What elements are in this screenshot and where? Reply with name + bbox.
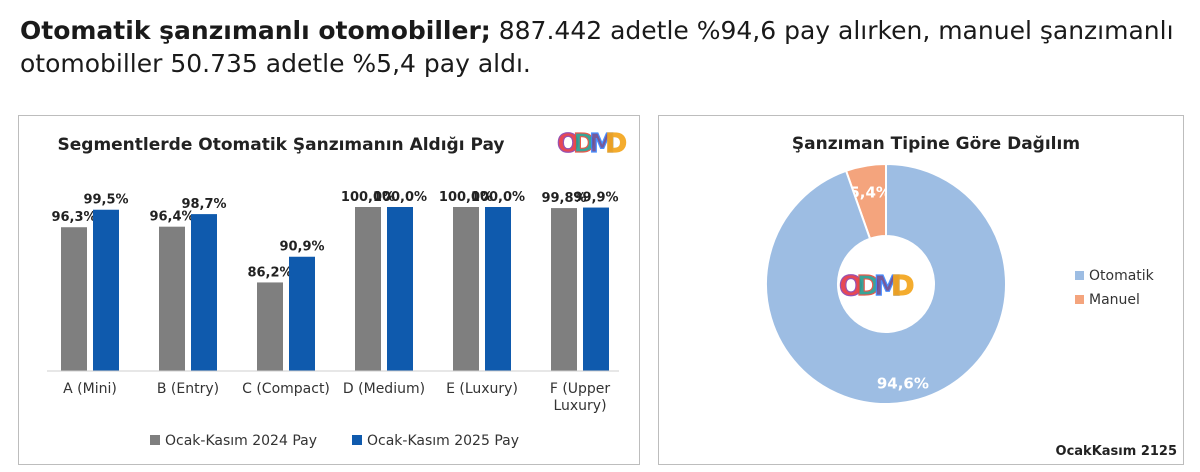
- logo-letter: D: [891, 269, 914, 302]
- logo-letter: D: [856, 269, 879, 302]
- bar: [551, 208, 577, 371]
- logo-letter: O: [557, 129, 579, 159]
- footer-note: OcakKasım 2125: [1056, 444, 1177, 459]
- donut-legend: Otomatik Manuel: [1075, 268, 1155, 308]
- slice-label: 5,4%: [849, 183, 891, 201]
- category-label: F (Upper Luxury): [550, 381, 611, 414]
- category-label: A (Mini): [63, 381, 117, 397]
- bar-value-label: 100,0%: [471, 190, 525, 205]
- category-label: C (Compact): [242, 381, 330, 397]
- donut-chart-panel: Şanzıman Tipine Göre Dağılım 5,4% 94,6% O…: [658, 115, 1184, 465]
- bar: [61, 227, 87, 371]
- headline: Otomatik şanzımanlı otomobiller; 887.442…: [20, 14, 1180, 80]
- bar: [387, 207, 413, 371]
- bar-value-label: 90,9%: [279, 240, 324, 255]
- logo-letter: D: [605, 129, 627, 159]
- bar-value-label: 100,0%: [439, 190, 493, 205]
- bar-value-label: 86,2%: [247, 265, 292, 280]
- bar-value-label: 100,0%: [341, 190, 395, 205]
- legend-label-manuel: Manuel: [1089, 292, 1140, 308]
- donut-slice: [765, 162, 1007, 405]
- bar-value-label: 99,8%: [541, 191, 586, 206]
- headline-rest: 887.442 adetle %94,6 pay alırken, manuel…: [20, 16, 1174, 78]
- logo-letter: M: [589, 129, 615, 159]
- category-label-line: A (Mini): [63, 381, 117, 397]
- category-label-line: D (Medium): [343, 381, 425, 397]
- bar-value-label: 96,3%: [51, 210, 96, 225]
- bar-value-label: 96,4%: [149, 210, 194, 225]
- bars-group: 96,3%99,5%96,4%98,7%86,2%90,9%100,0%100,…: [51, 190, 619, 371]
- category-label-line: F (Upper: [550, 381, 611, 397]
- legend-swatch-2024: [150, 435, 160, 445]
- bar-legend: Ocak-Kasım 2024 Pay Ocak-Kasım 2025 Pay: [150, 433, 519, 449]
- donut-chart-title: Şanzıman Tipine Göre Dağılım: [792, 134, 1080, 154]
- bar: [583, 207, 609, 371]
- legend-label-2024: Ocak-Kasım 2024 Pay: [165, 433, 317, 449]
- bar-value-label: 100,0%: [373, 190, 427, 205]
- category-label: B (Entry): [157, 381, 219, 397]
- bar: [257, 282, 283, 371]
- donut-chart: Şanzıman Tipine Göre Dağılım 5,4% 94,6% O…: [765, 134, 1177, 459]
- bar: [191, 214, 217, 371]
- category-label-line: Luxury): [553, 398, 606, 414]
- slice-label: 94,6%: [877, 375, 929, 393]
- logo-letter: M: [874, 269, 902, 302]
- bar-value-label: 98,7%: [181, 197, 226, 212]
- category-label-line: E (Luxury): [446, 381, 518, 397]
- donut-group: 5,4% 94,6%: [765, 162, 1007, 405]
- category-labels: A (Mini) B (Entry) C (Compact) D (Medium) E …: [63, 381, 610, 414]
- legend-label-otomatik: Otomatik: [1089, 268, 1155, 284]
- bar: [93, 209, 119, 371]
- bar: [289, 256, 315, 371]
- bar-chart-panel: Segmentlerde Otomatik Şanzımanın Aldığı …: [18, 115, 640, 465]
- bar-chart-title: Segmentlerde Otomatik Şanzımanın Aldığı …: [58, 135, 505, 155]
- legend-swatch-2025: [352, 435, 362, 445]
- bar: [453, 207, 479, 371]
- category-label-line: C (Compact): [242, 381, 330, 397]
- legend-label-2025: Ocak-Kasım 2025 Pay: [367, 433, 519, 449]
- legend-swatch-otomatik: [1075, 271, 1084, 280]
- bar-value-label: 99,5%: [83, 193, 128, 208]
- category-label-line: B (Entry): [157, 381, 219, 397]
- legend-swatch-manuel: [1075, 295, 1084, 304]
- logo-letter: D: [573, 129, 595, 159]
- bar: [485, 207, 511, 371]
- category-label: D (Medium): [343, 381, 425, 397]
- category-label: E (Luxury): [446, 381, 518, 397]
- headline-bold: Otomatik şanzımanlı otomobiller;: [20, 16, 491, 45]
- logo-letter: O: [839, 269, 863, 302]
- bar-value-label: 99,9%: [573, 191, 618, 206]
- bar: [159, 226, 185, 371]
- bar: [355, 207, 381, 371]
- bar-chart: Segmentlerde Otomatik Şanzımanın Aldığı …: [47, 128, 628, 449]
